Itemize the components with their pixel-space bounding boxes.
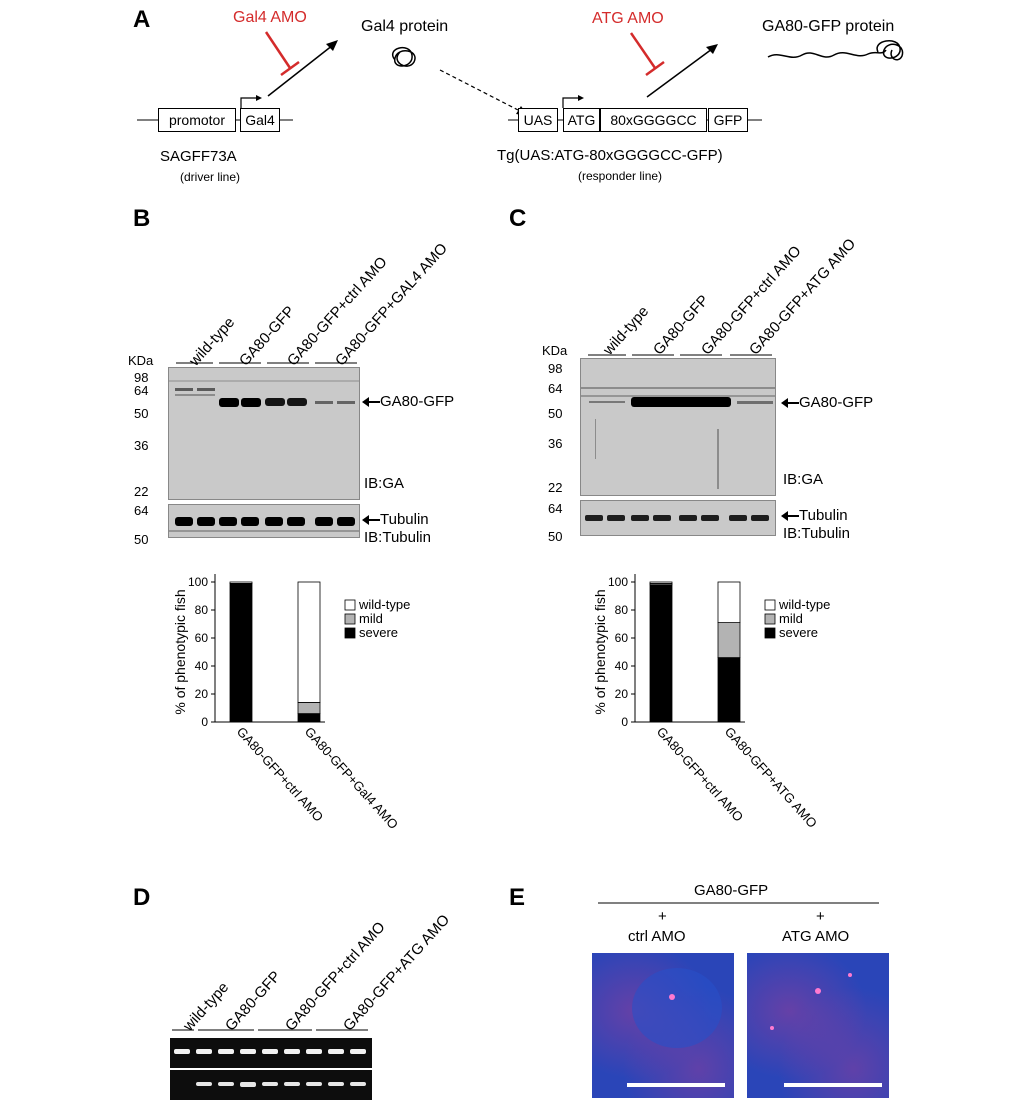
marker-64-tub: 64 (548, 501, 563, 516)
marker-98: 98 (548, 361, 563, 376)
bar-segment (297, 581, 321, 703)
arrow-icon (781, 398, 799, 408)
y-tick-label: 80 (615, 603, 629, 617)
bar-segment (229, 581, 253, 584)
y-tick-label: 100 (608, 575, 628, 589)
marker-64: 64 (134, 383, 149, 398)
legend-swatch (764, 599, 776, 611)
y-axis-label: % of phenotypic fish (592, 589, 608, 714)
y-tick-label: 80 (195, 603, 209, 617)
panel-c-label: C (509, 205, 527, 232)
plus-right: + (816, 908, 825, 925)
marker-36: 36 (134, 438, 149, 453)
ga-blot (168, 367, 360, 500)
repeat-box: 80xGGGGCC (600, 108, 707, 132)
plus-left: + (658, 908, 667, 925)
tubulin-label: Tubulin (380, 511, 429, 528)
marker-50-tub: 50 (548, 529, 563, 544)
marker-50: 50 (134, 406, 149, 421)
ib-ga-label: IB:GA (783, 471, 824, 488)
panel-d-label: D (133, 884, 151, 911)
marker-64: 64 (548, 381, 563, 396)
legend-swatch (344, 599, 356, 611)
marker-50: 50 (548, 406, 563, 421)
gal4-amo-label: Gal4 AMO (233, 9, 307, 26)
ga-blot (580, 358, 776, 496)
bar-segment (649, 581, 673, 584)
legend-label: wild-type (778, 597, 830, 612)
micrograph-atg (747, 953, 889, 1098)
atg-box: ATG (563, 108, 600, 132)
y-tick-label: 20 (195, 687, 209, 701)
marker-36: 36 (548, 436, 563, 451)
atg-amo-label-e: ATG AMO (782, 928, 850, 945)
ga80-protein-label: GA80-GFP protein (762, 18, 895, 35)
marker-98: 98 (134, 370, 149, 385)
legend-label: mild (359, 611, 383, 626)
legend-label: mild (779, 611, 803, 626)
band-label: GA80-GFP (380, 393, 455, 410)
legend-swatch (764, 613, 776, 625)
responder-name: Tg(UAS:ATG-80xGGGGCC-GFP) (497, 147, 723, 164)
uas-box: UAS (518, 108, 558, 132)
y-tick-label: 60 (195, 631, 209, 645)
marker-22: 22 (548, 480, 563, 495)
y-tick-label: 40 (615, 659, 629, 673)
responder-type: (responder line) (578, 169, 663, 183)
arrow-icon (362, 515, 380, 525)
y-tick-label: 20 (615, 687, 629, 701)
ctrl-amo-label: ctrl AMO (628, 928, 686, 945)
panel-b-label: B (133, 205, 151, 232)
kda-label: KDa (542, 343, 568, 358)
rt-pcr-gel-top (170, 1038, 372, 1068)
legend-swatch (344, 613, 356, 625)
y-tick-label: 60 (615, 631, 629, 645)
panel-e-label: E (509, 884, 526, 911)
legend-label: severe (779, 625, 818, 640)
micrograph-ctrl (592, 953, 734, 1098)
y-tick-label: 0 (201, 715, 208, 729)
tubulin-blot (580, 500, 776, 536)
atg-amo-label: ATG AMO (592, 10, 664, 27)
ib-tubulin-label: IB:Tubulin (783, 525, 850, 542)
legend-label: wild-type (358, 597, 410, 612)
tubulin-label: Tubulin (799, 507, 848, 524)
legend-swatch (764, 627, 776, 639)
y-tick-label: 40 (195, 659, 209, 673)
rt-pcr-gel-bottom (170, 1070, 372, 1100)
tubulin-blot (168, 504, 360, 538)
gfp-box: GFP (708, 108, 748, 132)
ib-ga-label: IB:GA (364, 475, 405, 492)
band-label: GA80-GFP (799, 394, 874, 411)
y-tick-label: 100 (188, 575, 208, 589)
gal4-box: Gal4 (240, 108, 280, 132)
marker-64-tub: 64 (134, 503, 149, 518)
driver-type: (driver line) (180, 170, 241, 184)
panel-a-label: A (133, 6, 151, 33)
marker-22: 22 (134, 484, 149, 499)
ib-tubulin-label: IB:Tubulin (364, 529, 431, 546)
bar-segment (717, 581, 741, 623)
driver-name: SAGFF73A (160, 148, 237, 165)
panel-e-header: GA80-GFP (694, 882, 769, 899)
kda-label: KDa (128, 353, 154, 368)
marker-50-tub: 50 (134, 532, 149, 547)
arrow-icon (781, 511, 799, 521)
legend-swatch (344, 627, 356, 639)
gal4-protein-label: Gal4 protein (361, 18, 449, 35)
legend-label: severe (359, 625, 398, 640)
promotor-box: promotor (158, 108, 236, 132)
arrow-icon (362, 397, 380, 407)
y-tick-label: 0 (621, 715, 628, 729)
y-axis-label: % of phenotypic fish (172, 589, 188, 714)
